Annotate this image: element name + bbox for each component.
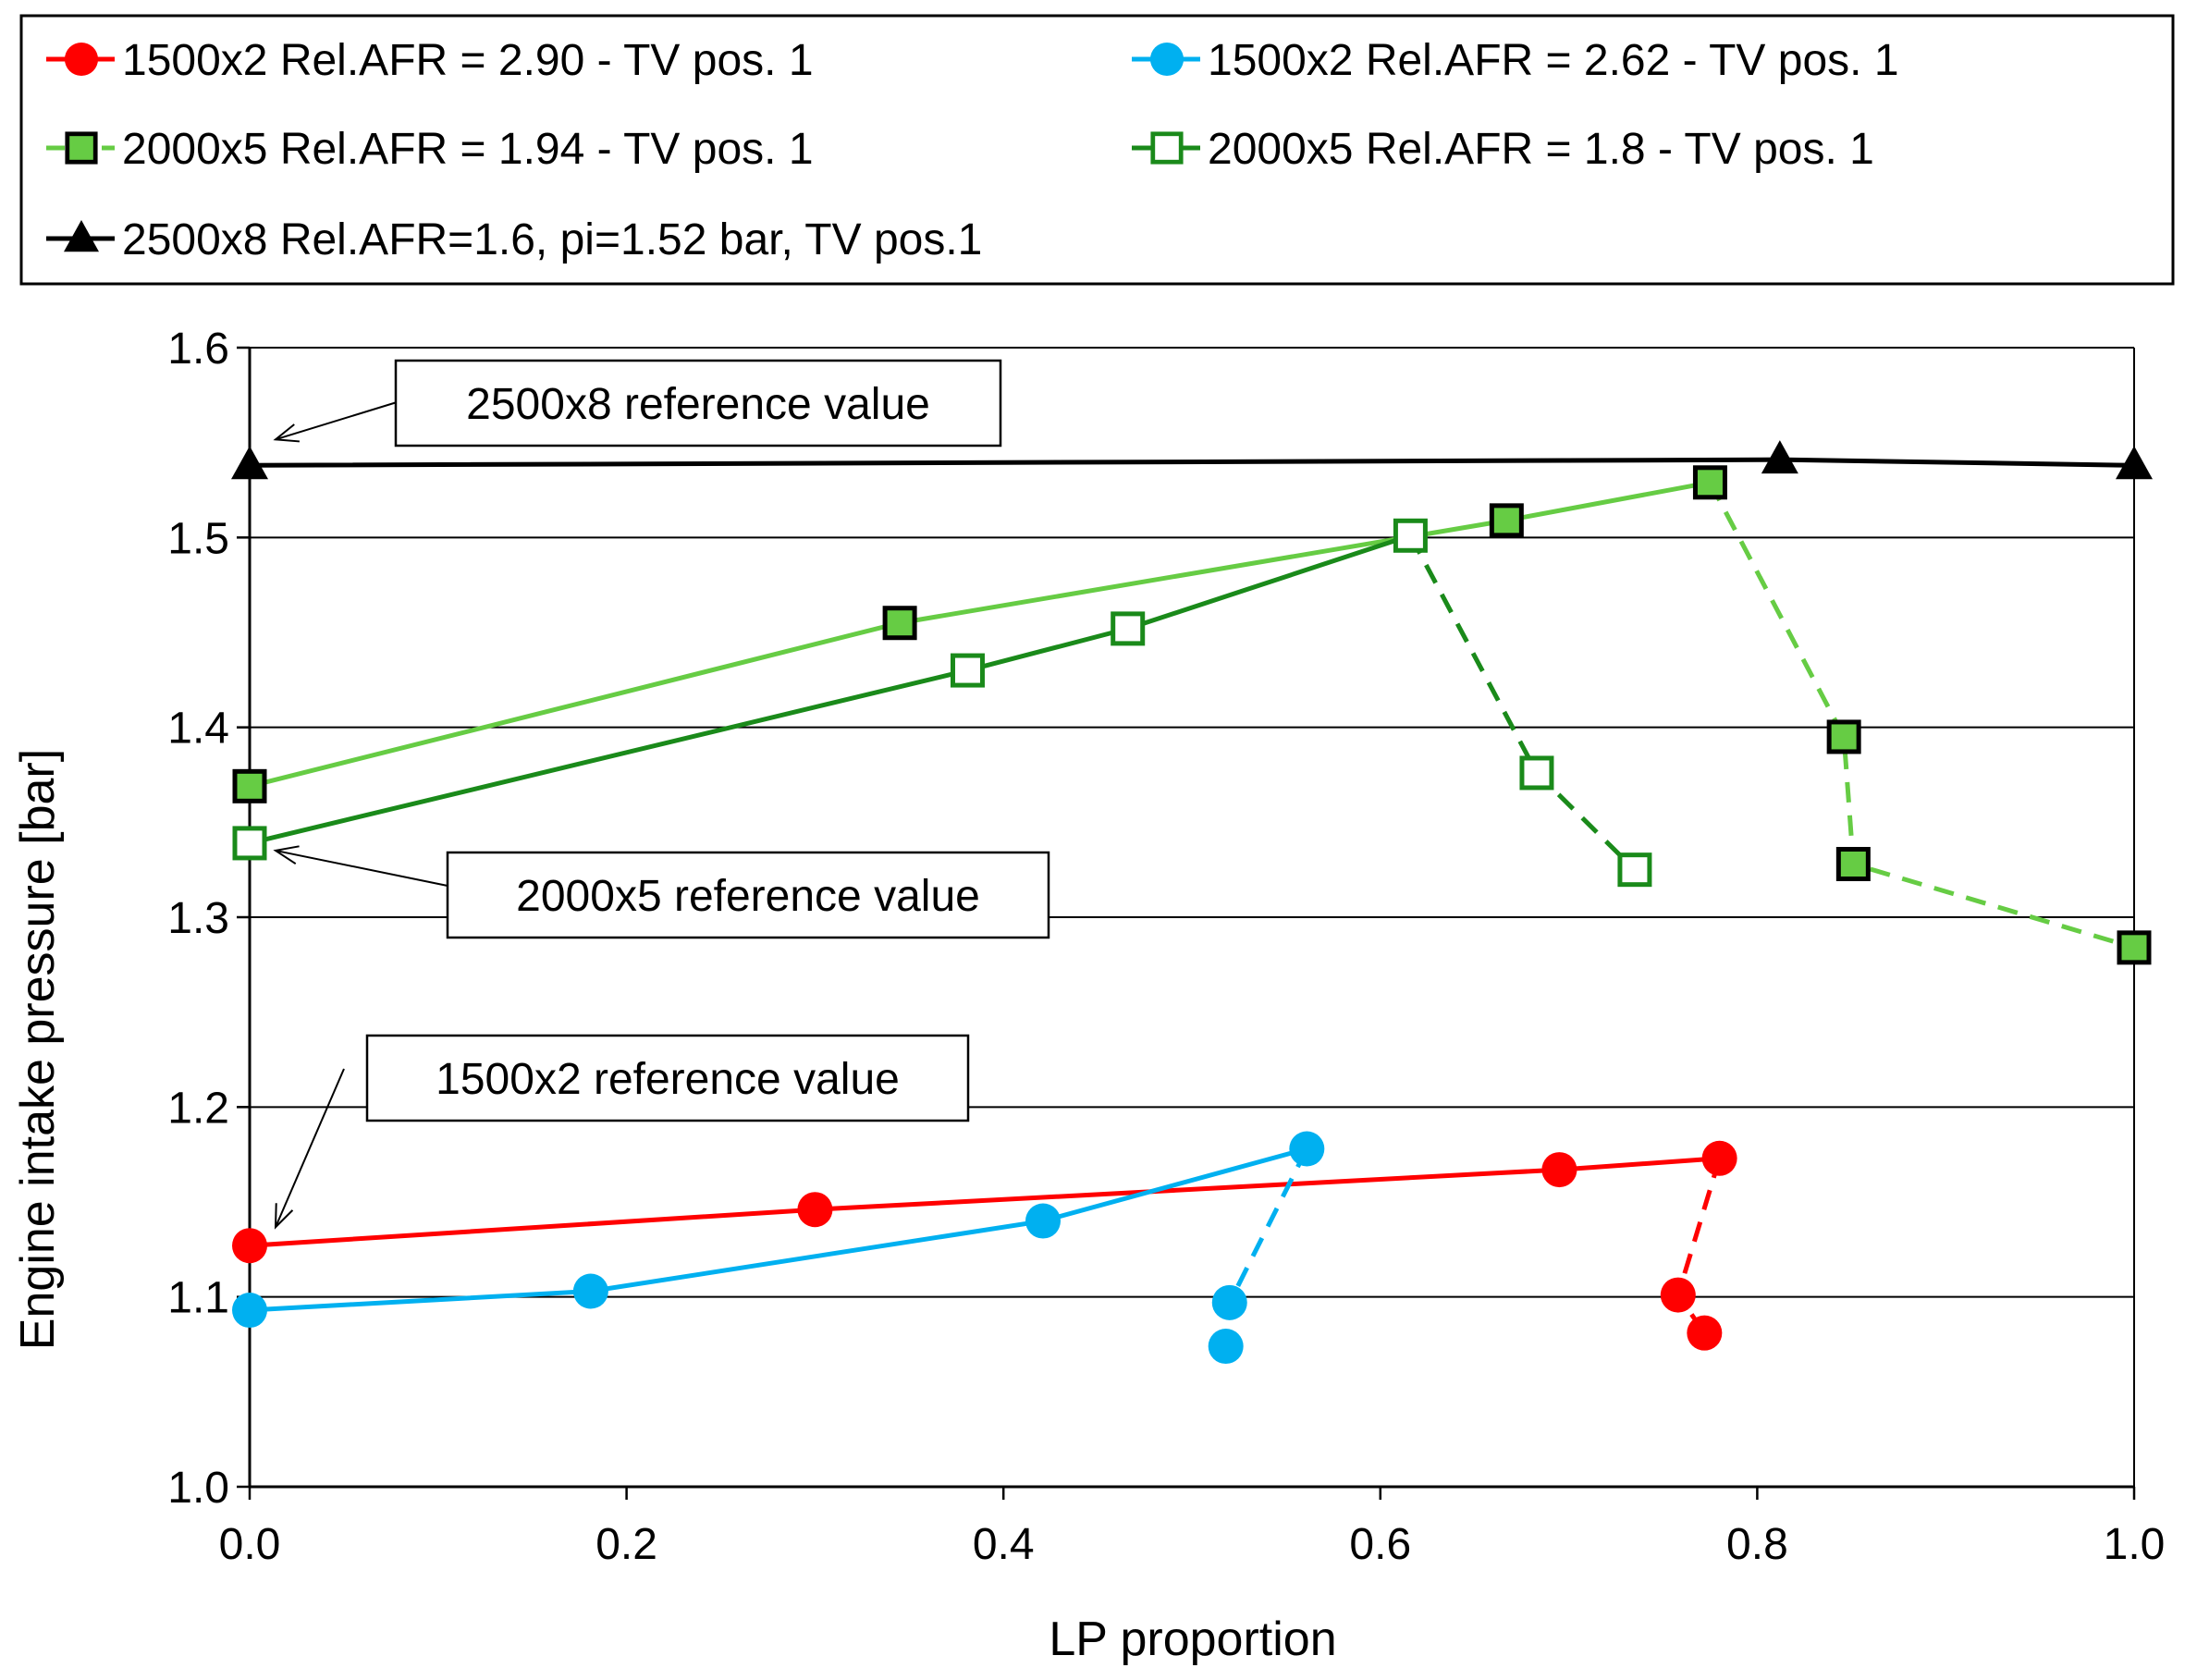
legend-item-0: 1500x2 Rel.AFR = 2.90 - TV pos. 1 xyxy=(46,36,814,85)
y-tick-label: 1.4 xyxy=(167,705,229,754)
series-4-point xyxy=(1761,440,1798,474)
y-tick-label: 1.0 xyxy=(167,1464,229,1513)
series-3 xyxy=(232,518,1652,888)
series-1-point xyxy=(572,1273,608,1309)
annotation-arrow xyxy=(275,395,419,441)
legend-box xyxy=(19,14,2175,286)
series-3-point xyxy=(1111,611,1146,646)
annotation-text: 2000x5 reference value xyxy=(516,872,980,921)
series-0-solid-line xyxy=(249,1156,1720,1248)
annotation-arrow xyxy=(275,849,448,887)
legend-marker xyxy=(1149,42,1184,77)
annotation-box xyxy=(365,1034,970,1122)
series-2-point xyxy=(1835,847,1871,882)
legend-marker xyxy=(65,131,98,165)
annotation-arrow-head xyxy=(274,1203,294,1230)
series-0 xyxy=(232,1140,1737,1351)
series-1-point xyxy=(232,1293,267,1329)
y-axis-label: Engine intake pressure [bar] xyxy=(11,749,65,1350)
x-tick-label: 1.0 xyxy=(2104,1520,2166,1569)
series-layer xyxy=(231,440,2153,1365)
series-0-point xyxy=(797,1192,833,1228)
legend-label: 2500x8 Rel.AFR=1.6, pi=1.52 bar, TV pos.… xyxy=(122,215,982,264)
annotation-arrow-head xyxy=(273,423,300,443)
series-2-point xyxy=(1826,719,1861,754)
series-2-point xyxy=(1489,503,1524,538)
legend-label: 1500x2 Rel.AFR = 2.62 - TV pos. 1 xyxy=(1208,36,1899,85)
series-4 xyxy=(231,440,2153,480)
series-2-point xyxy=(1692,465,1727,500)
annotation-text: 1500x2 reference value xyxy=(436,1055,900,1104)
series-2-point xyxy=(882,606,917,641)
legend-item-2: 2000x5 Rel.AFR = 1.94 - TV pos. 1 xyxy=(46,125,814,174)
legend-marker xyxy=(64,220,99,252)
annotations: 2500x8 reference value 2000x5 reference v… xyxy=(273,359,1050,1230)
legend-item-1: 1500x2 Rel.AFR = 2.62 - TV pos. 1 xyxy=(1132,36,1899,85)
series-3-point xyxy=(1393,518,1428,553)
annotation-arrow xyxy=(275,1068,345,1228)
y-tick-label: 1.3 xyxy=(167,894,229,943)
series-3-point xyxy=(1519,755,1554,791)
series-1-point xyxy=(1208,1329,1244,1365)
annotation-2: 1500x2 reference value xyxy=(274,1034,970,1230)
x-tick-label: 0.6 xyxy=(1349,1520,1411,1569)
series-1-point xyxy=(1289,1131,1325,1167)
series-2-point xyxy=(232,768,267,803)
series-0-point xyxy=(1660,1277,1696,1313)
series-3-point xyxy=(1617,852,1652,888)
legend-marker xyxy=(1150,131,1184,165)
x-tick-label: 0.2 xyxy=(595,1520,657,1569)
y-tick-label: 1.2 xyxy=(167,1084,229,1133)
legend-marker xyxy=(64,42,99,77)
series-4-point xyxy=(2116,446,2153,480)
series-2-solid-line xyxy=(249,480,1711,789)
annotation-box xyxy=(446,851,1050,939)
x-tick-label: 0.4 xyxy=(973,1520,1035,1569)
annotation-text: 2500x8 reference value xyxy=(466,380,930,429)
series-2-point xyxy=(2117,930,2152,965)
annotation-arrow-head xyxy=(273,845,300,865)
x-tick-label: 0.0 xyxy=(219,1520,281,1569)
axes: 1.0 1.1 1.2 1.3 1.4 1.5 1.6 0.0 0.2 0.4 0.6 0.8 1.0 xyxy=(167,325,2165,1569)
series-4-point xyxy=(231,446,268,480)
y-tick-label: 1.5 xyxy=(167,514,229,563)
series-2-dashed-line xyxy=(1708,481,2135,950)
series-1-solid-line xyxy=(249,1147,1307,1313)
y-tick-label: 1.6 xyxy=(167,325,229,374)
legend-label: 2000x5 Rel.AFR = 1.94 - TV pos. 1 xyxy=(122,125,814,174)
annotation-box xyxy=(394,359,1002,448)
annotation-1: 2000x5 reference value xyxy=(273,845,1050,939)
series-3-point xyxy=(950,653,985,688)
series-1-point xyxy=(1211,1284,1247,1320)
x-tick-label: 0.8 xyxy=(1726,1520,1788,1569)
x-axis-label: LP proportion xyxy=(1049,1613,1336,1666)
annotation-0: 2500x8 reference value xyxy=(273,359,1002,448)
series-1-point xyxy=(1025,1203,1061,1239)
legend-item-3: 2000x5 Rel.AFR = 1.8 - TV pos. 1 xyxy=(1132,125,1874,174)
legend: 1500x2 Rel.AFR = 2.90 - TV pos. 1 1500x2 … xyxy=(19,14,2175,286)
legend-label: 2000x5 Rel.AFR = 1.8 - TV pos. 1 xyxy=(1208,125,1874,174)
series-0-point xyxy=(232,1228,267,1264)
series-0-point xyxy=(1687,1315,1723,1351)
series-0-point xyxy=(1701,1140,1737,1176)
series-3-solid-line xyxy=(249,533,1412,846)
legend-label: 1500x2 Rel.AFR = 2.90 - TV pos. 1 xyxy=(122,36,814,85)
series-3-point xyxy=(232,826,267,861)
legend-item-4: 2500x8 Rel.AFR=1.6, pi=1.52 bar, TV pos.… xyxy=(46,215,982,264)
series-1 xyxy=(232,1131,1325,1365)
series-0-point xyxy=(1541,1152,1577,1188)
y-tick-label: 1.1 xyxy=(167,1274,229,1323)
series-2 xyxy=(232,465,2152,965)
